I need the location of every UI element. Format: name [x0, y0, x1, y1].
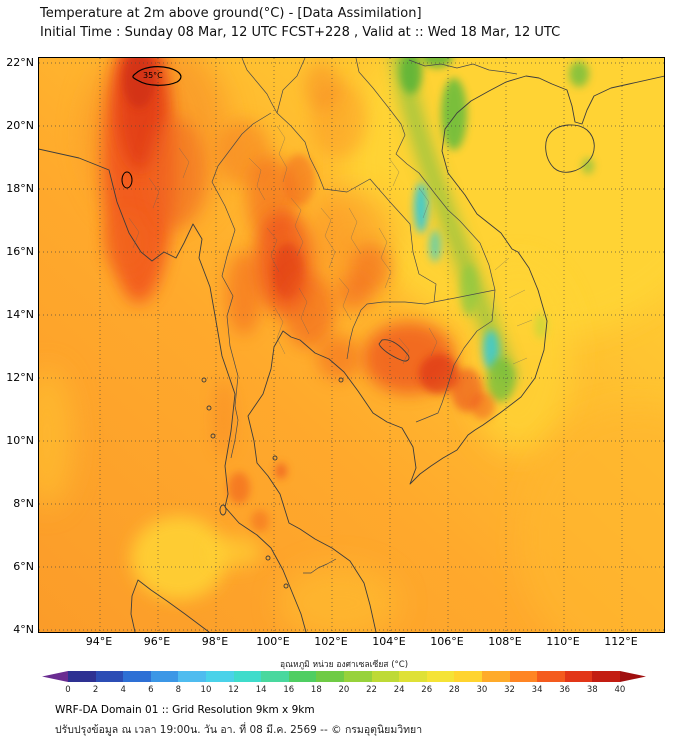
- y-tick-label: 6°N: [13, 560, 34, 573]
- colorbar-tick-label: 30: [476, 685, 488, 695]
- y-tick-label: 22°N: [6, 56, 34, 69]
- colorbar-cell: [288, 671, 317, 682]
- colorbar-tick-label: 22: [366, 685, 377, 695]
- y-tick-label: 12°N: [6, 371, 34, 384]
- x-tick-label: 112°E: [604, 635, 638, 648]
- colorbar-tick-label: 20: [338, 685, 350, 695]
- contour-value-label: 35°C: [143, 71, 163, 80]
- colorbar-right-arrow: [620, 671, 646, 682]
- colorbar-cells: [68, 671, 620, 682]
- x-tick-label: 100°E: [256, 635, 290, 648]
- colorbar-tick-label: 0: [65, 685, 71, 695]
- colorbar-tick-label: 18: [310, 685, 322, 695]
- colorbar: [42, 671, 646, 682]
- colorbar-tick-label: 16: [283, 685, 295, 695]
- hot-orange-red-regions: [85, 58, 495, 532]
- colorbar-tick-label: 14: [255, 685, 267, 695]
- x-tick-label: 96°E: [143, 635, 171, 648]
- cool-green-cyan-regions: [393, 58, 594, 402]
- graticule-grid: [39, 58, 664, 632]
- x-tick-label: 102°E: [314, 635, 348, 648]
- colorbar-cell: [537, 671, 565, 682]
- colorbar-tick-label: 40: [614, 685, 626, 695]
- x-tick-label: 106°E: [430, 635, 464, 648]
- y-tick-label: 16°N: [6, 245, 34, 258]
- colorbar-cell: [454, 671, 482, 682]
- chart-subtitle: Initial Time : Sunday 08 Mar, 12 UTC FCS…: [40, 25, 561, 40]
- y-tick-label: 10°N: [6, 434, 34, 447]
- country-borders: [211, 58, 518, 574]
- y-tick-label: 4°N: [13, 623, 34, 636]
- x-tick-label: 104°E: [372, 635, 406, 648]
- colorbar-tick-label: 8: [175, 685, 182, 695]
- y-tick-label: 8°N: [13, 497, 34, 510]
- colorbar-cell: [233, 671, 262, 682]
- footer-domain-info: WRF-DA Domain 01 :: Grid Resolution 9km …: [55, 704, 315, 716]
- colorbar-tick-labels: 0 2 4 6 8 10 12 14 16 18 20 22 24 26 28 30 32 34 36 38 40: [56, 685, 632, 695]
- chart-title: Temperature at 2m above ground(°C) - [Da…: [40, 6, 422, 21]
- colorbar-tick-label: 38: [586, 685, 598, 695]
- colorbar-tick-label: 26: [421, 685, 433, 695]
- x-tick-label: 110°E: [546, 635, 580, 648]
- colorbar-tick-label: 2: [92, 685, 99, 695]
- colorbar-cell: [261, 671, 289, 682]
- x-tick-label: 94°E: [85, 635, 113, 648]
- x-tick-label: 98°E: [201, 635, 229, 648]
- colorbar-cell: [564, 671, 593, 682]
- map-svg: 35°C: [39, 58, 664, 632]
- colorbar-title: อุณหภูมิ หน่วย องศาเซลเซียส (°C): [279, 660, 409, 670]
- x-tick-label: 108°E: [488, 635, 522, 648]
- colorbar-cell: [150, 671, 179, 682]
- colorbar-cell: [481, 671, 510, 682]
- colorbar-tick-label: 28: [448, 685, 460, 695]
- colorbar-cell: [95, 671, 124, 682]
- colorbar-cell: [399, 671, 427, 682]
- colorbar-cell: [316, 671, 344, 682]
- colorbar-left-arrow: [42, 671, 68, 682]
- colorbar-cell: [371, 671, 400, 682]
- colorbar-cell: [343, 671, 372, 682]
- colorbar-cell: [509, 671, 538, 682]
- colorbar-tick-label: 4: [120, 685, 126, 695]
- colorbar-cell: [592, 671, 620, 682]
- colorbar-tick-label: 34: [531, 685, 543, 695]
- province-boundaries: [128, 125, 533, 365]
- colorbar-cell: [178, 671, 206, 682]
- colorbar-cell: [426, 671, 455, 682]
- colorbar-cell: [123, 671, 151, 682]
- colorbar-tick-label: 10: [200, 685, 212, 695]
- colorbar-tick-label: 24: [393, 685, 405, 695]
- colorbar-tick-label: 12: [228, 685, 239, 695]
- y-tick-label: 18°N: [6, 182, 34, 195]
- temperature-contours: 35°C: [121, 66, 182, 189]
- x-axis-labels: 94°E 96°E 98°E 100°E 102°E 104°E 106°E 108°E 110…: [71, 635, 649, 648]
- colorbar-tick-label: 32: [504, 685, 515, 695]
- colorbar-cell: [68, 671, 96, 682]
- y-axis-labels: 22°N 20°N 18°N 16°N 14°N 12°N 10°N 8°N 6°N 4°N: [0, 56, 34, 636]
- colorbar-tick-label: 6: [148, 685, 154, 695]
- footer-update-info: ปรับปรุงข้อมูล ณ เวลา 19:00น. วัน อา. ที…: [55, 724, 423, 736]
- map-plot-area: 35°C: [38, 57, 665, 633]
- y-tick-label: 20°N: [6, 119, 34, 132]
- colorbar-cell: [205, 671, 234, 682]
- colorbar-tick-label: 36: [559, 685, 571, 695]
- y-tick-label: 14°N: [6, 308, 34, 321]
